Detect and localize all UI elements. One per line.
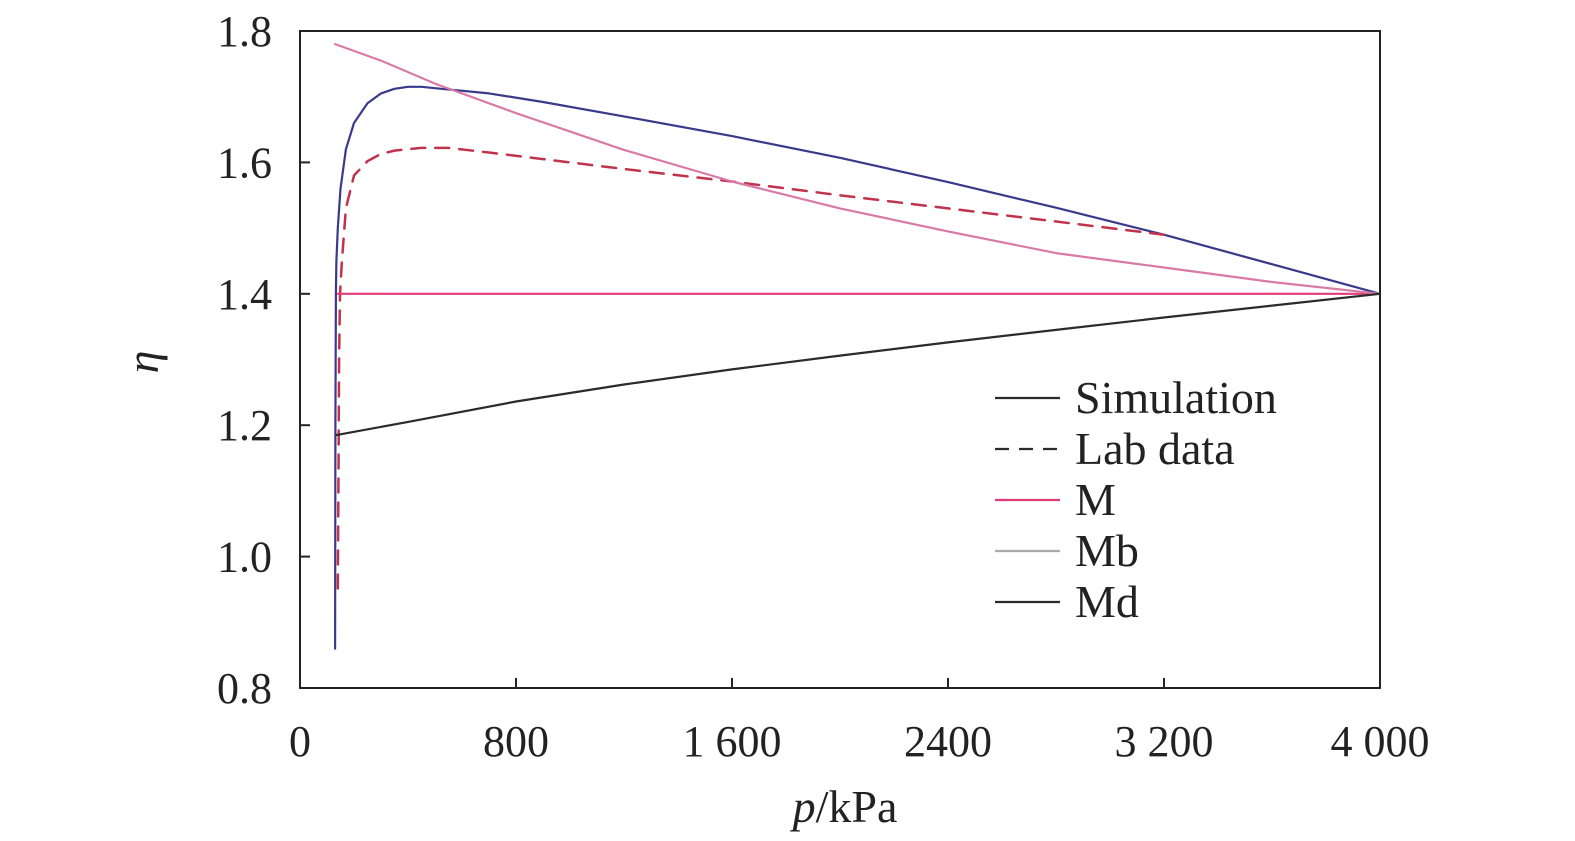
y-tick-label: 0.8 [217, 664, 272, 713]
x-tick-label: 2400 [904, 717, 992, 766]
series-layer [334, 43, 1382, 650]
legend-label-mb: Mb [1075, 525, 1139, 576]
legend-label-m: M [1075, 474, 1116, 525]
y-axis: 0.8 1.0 1.2 1.4 1.6 1.8 [217, 7, 310, 713]
x-tick-label: 4 000 [1331, 717, 1430, 766]
y-tick-label: 1.8 [217, 7, 272, 56]
y-tick-label: 1.2 [217, 401, 272, 450]
series-line-lab-data [336, 146, 1166, 591]
x-tick-label: 3 200 [1115, 717, 1214, 766]
x-axis-label-unit: /kPa [816, 781, 898, 832]
x-tick-label: 800 [483, 717, 549, 766]
y-tick-label: 1.0 [217, 533, 272, 582]
y-tick-label: 1.6 [217, 138, 272, 187]
x-axis-label-variable: p [790, 781, 816, 832]
series-line-simulation [334, 85, 1382, 650]
y-axis-label: η [117, 351, 168, 374]
series-line-md [335, 292, 1382, 437]
x-axis-label: p/kPa [790, 781, 898, 832]
legend-label-lab-data: Lab data [1075, 423, 1235, 474]
series-line-mb [334, 43, 1382, 295]
legend-label-md: Md [1075, 576, 1139, 627]
x-tick-label: 0 [289, 717, 311, 766]
legend-label-simulation: Simulation [1075, 372, 1277, 423]
x-tick-label: 1 600 [683, 717, 782, 766]
plot-frame [299, 30, 1381, 689]
x-axis: 0 800 1 600 2400 3 200 4 000 [289, 678, 1430, 766]
y-tick-label: 1.4 [217, 270, 272, 319]
